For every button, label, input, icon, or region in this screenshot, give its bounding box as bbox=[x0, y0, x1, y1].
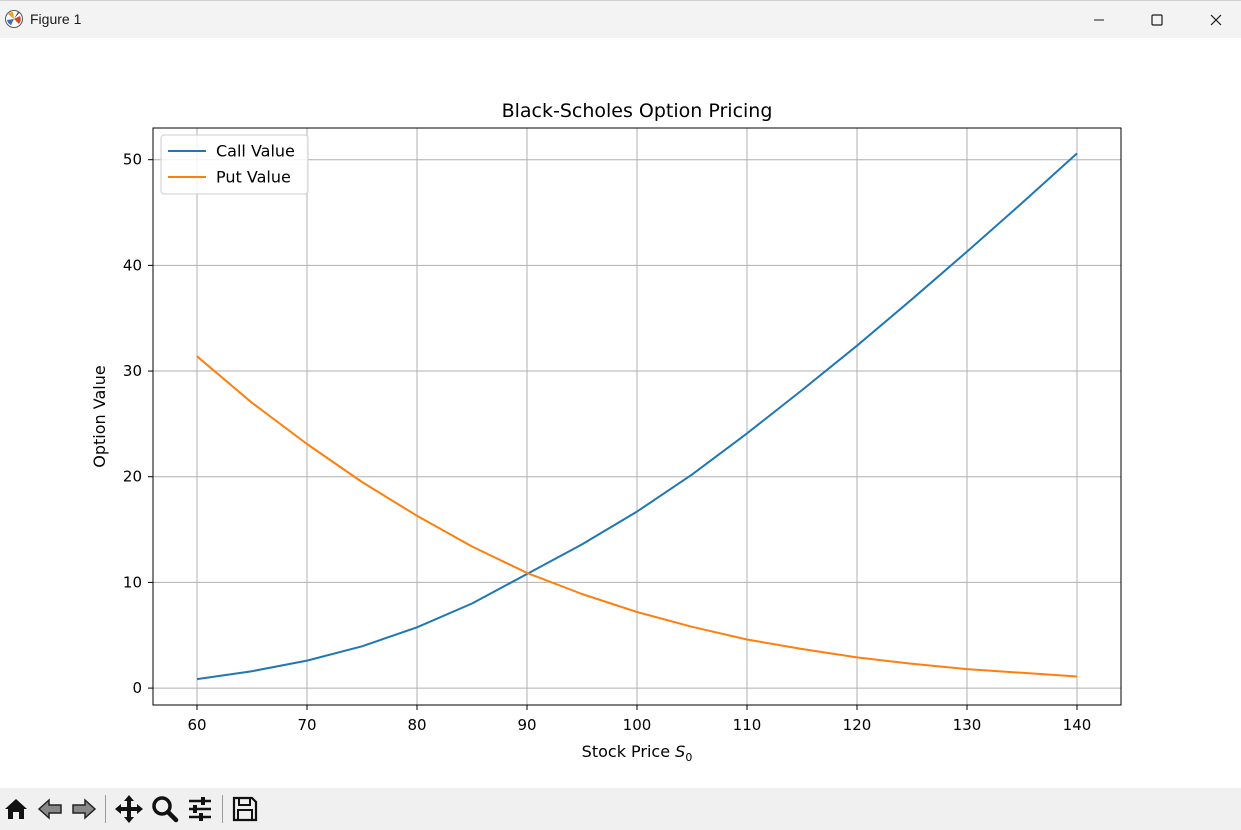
series-line-call-value bbox=[196, 152, 1078, 681]
x-axis-label-subscript: 0 bbox=[685, 751, 692, 764]
close-button[interactable] bbox=[1193, 1, 1239, 38]
chart-title: Black-Scholes Option Pricing bbox=[502, 100, 773, 122]
pan-icon bbox=[115, 795, 143, 823]
grid bbox=[153, 128, 1121, 705]
series-line-put-value bbox=[196, 355, 1078, 678]
maximize-button[interactable] bbox=[1134, 1, 1180, 38]
save-icon bbox=[232, 796, 258, 822]
forward-button[interactable] bbox=[68, 793, 100, 825]
forward-icon bbox=[72, 798, 97, 820]
y-tick-label: 40 bbox=[123, 256, 142, 274]
legend-label: Call Value bbox=[216, 142, 295, 161]
back-icon bbox=[37, 798, 62, 820]
y-tick-label: 20 bbox=[123, 468, 142, 486]
y-tick-label: 0 bbox=[132, 679, 142, 697]
maximize-icon bbox=[1151, 13, 1163, 26]
minimize-button[interactable] bbox=[1076, 1, 1122, 38]
x-tick-label: 110 bbox=[733, 716, 762, 734]
ticks: 60 70 80 90 100 110 120 130 140 0 10 20 30 40 50 bbox=[123, 151, 1091, 734]
toolbar-separator bbox=[222, 795, 223, 823]
home-icon bbox=[5, 799, 27, 819]
configure-subplots-icon bbox=[189, 797, 211, 821]
x-tick-label: 60 bbox=[187, 716, 206, 734]
pan-button[interactable] bbox=[113, 793, 145, 825]
y-tick-label: 10 bbox=[123, 573, 142, 591]
figure-canvas[interactable]: 60 70 80 90 100 110 120 130 140 0 10 20 30 40 50 Black… bbox=[0, 38, 1241, 788]
x-tick-label: 120 bbox=[843, 716, 872, 734]
x-tick-label: 100 bbox=[623, 716, 652, 734]
window-title: Figure 1 bbox=[30, 11, 82, 27]
y-tick-label: 30 bbox=[123, 362, 142, 380]
x-axis-label-text: Stock Price bbox=[582, 742, 675, 761]
x-tick-label: 130 bbox=[953, 716, 982, 734]
x-axis-label: Stock Price S0 bbox=[582, 742, 693, 764]
x-tick-label: 80 bbox=[407, 716, 426, 734]
navigation-toolbar bbox=[0, 788, 1241, 830]
x-tick-label: 90 bbox=[517, 716, 536, 734]
window-titlebar: Figure 1 bbox=[0, 0, 1241, 38]
save-button[interactable] bbox=[229, 793, 261, 825]
legend-box bbox=[160, 134, 309, 195]
x-tick-label: 70 bbox=[297, 716, 316, 734]
legend: Call Value Put Value bbox=[160, 134, 309, 195]
x-axis-label-symbol: S bbox=[675, 742, 685, 761]
close-icon bbox=[1210, 14, 1222, 25]
x-tick-label: 140 bbox=[1063, 716, 1092, 734]
configure-subplots-button[interactable] bbox=[184, 793, 216, 825]
home-button[interactable] bbox=[0, 793, 32, 825]
series-lines bbox=[196, 152, 1078, 681]
matplotlib-app-icon bbox=[4, 9, 24, 29]
y-axis-label: Option Value bbox=[90, 365, 109, 467]
chart-svg: 60 70 80 90 100 110 120 130 140 0 10 20 30 40 50 Black… bbox=[90, 100, 1122, 764]
zoom-icon bbox=[152, 796, 179, 823]
minimize-icon bbox=[1094, 19, 1104, 20]
zoom-button[interactable] bbox=[149, 793, 181, 825]
legend-label: Put Value bbox=[216, 168, 291, 187]
toolbar-separator bbox=[105, 795, 106, 823]
back-button[interactable] bbox=[34, 793, 66, 825]
y-tick-label: 50 bbox=[123, 151, 142, 169]
